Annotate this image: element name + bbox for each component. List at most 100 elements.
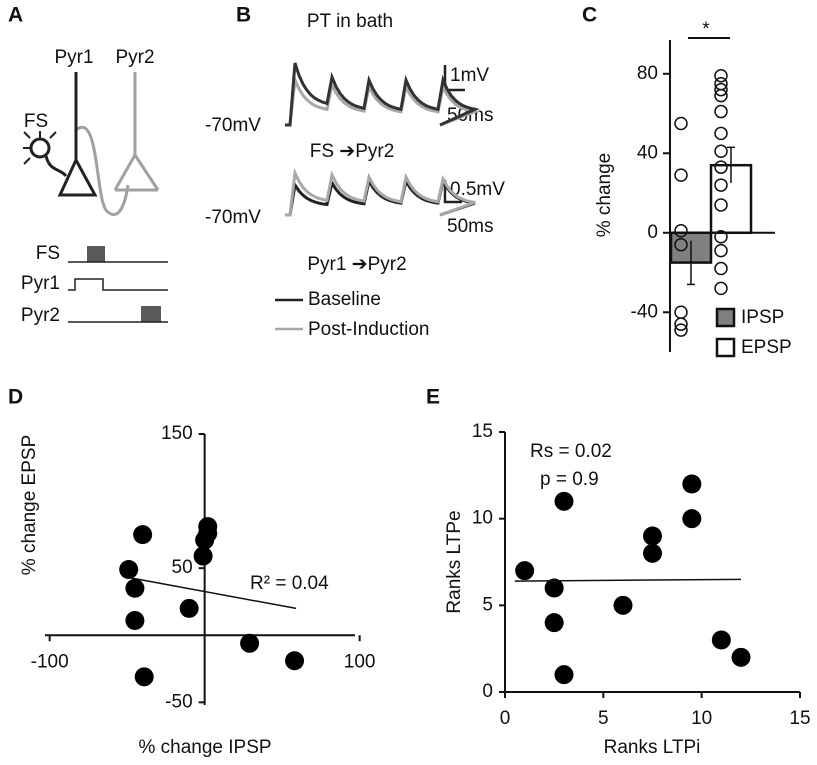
scale-label: 0.5mV bbox=[450, 179, 505, 200]
data-point bbox=[674, 168, 688, 182]
data-point bbox=[714, 88, 728, 103]
data-point bbox=[674, 224, 688, 238]
data-point bbox=[544, 613, 564, 633]
data-point bbox=[674, 317, 688, 331]
data-point bbox=[554, 665, 574, 685]
data-point bbox=[714, 229, 728, 244]
pathway-label: FS ➔Pyr2 bbox=[310, 141, 395, 162]
data-point bbox=[711, 630, 731, 650]
data-point bbox=[193, 546, 213, 566]
data-point bbox=[119, 560, 139, 579]
data-point bbox=[714, 160, 728, 174]
y-tick-label: -50 bbox=[165, 691, 192, 712]
cell-label: Pyr1 bbox=[54, 47, 93, 68]
legend-label: IPSP bbox=[741, 307, 784, 328]
y-tick-label: 50 bbox=[172, 557, 193, 578]
data-point bbox=[285, 651, 305, 671]
trace bbox=[285, 74, 481, 127]
annotation: R² = 0.04 bbox=[250, 573, 329, 594]
data-point bbox=[515, 561, 535, 581]
data-point bbox=[714, 126, 728, 141]
data-point bbox=[240, 633, 260, 653]
x-tick-label: 0 bbox=[500, 708, 511, 729]
data-point bbox=[674, 116, 688, 131]
y-tick-label: 80 bbox=[637, 63, 658, 84]
legend-swatch bbox=[715, 307, 736, 328]
data-point bbox=[125, 578, 145, 598]
y-tick-label: 10 bbox=[472, 508, 493, 529]
protocol-label: Pyr2 bbox=[21, 305, 60, 326]
cell-label: Pyr2 bbox=[115, 47, 154, 68]
traces bbox=[285, 62, 481, 217]
scale-label: 50ms bbox=[447, 105, 493, 126]
data-point bbox=[714, 243, 728, 258]
data-point bbox=[643, 543, 662, 563]
data-point bbox=[643, 526, 662, 546]
data-point bbox=[198, 523, 218, 543]
data-point bbox=[544, 578, 564, 598]
data-point bbox=[134, 667, 154, 687]
panel-label: D bbox=[8, 386, 23, 409]
data-point bbox=[714, 69, 728, 83]
y-tick-label: -40 bbox=[631, 301, 658, 322]
legend-label: Post-Induction bbox=[308, 319, 429, 340]
resting-potential: -70mV bbox=[205, 115, 261, 136]
y-tick-label: 5 bbox=[482, 594, 493, 615]
annotation: p = 0.9 bbox=[540, 469, 599, 490]
trace bbox=[285, 167, 476, 217]
x-axis-label: % change IPSP bbox=[138, 737, 271, 758]
data-point bbox=[714, 144, 728, 159]
data-point bbox=[714, 198, 728, 212]
panel-label: E bbox=[426, 386, 440, 409]
neuron-drawing bbox=[23, 72, 160, 216]
y-tick-label: 150 bbox=[161, 423, 193, 444]
resting-potential: -70mV bbox=[205, 207, 261, 228]
data-point bbox=[674, 323, 688, 337]
legend-label: Baseline bbox=[308, 289, 381, 310]
y-tick-label: 15 bbox=[472, 421, 493, 442]
y-tick-label: 40 bbox=[637, 142, 658, 163]
trendline bbox=[514, 578, 742, 582]
data-point bbox=[714, 178, 728, 192]
panel-label: A bbox=[8, 4, 23, 27]
data-point bbox=[714, 261, 728, 276]
pathway-label: Pyr1 ➔Pyr2 bbox=[307, 254, 406, 275]
x-tick-label: 5 bbox=[598, 708, 609, 729]
scale-label: 50ms bbox=[447, 216, 493, 237]
panel-title: PT in bath bbox=[307, 11, 393, 32]
y-axis-label: % change bbox=[594, 153, 615, 238]
y-axis-label: Ranks LTPe bbox=[444, 510, 465, 613]
x-tick-label: 10 bbox=[691, 708, 712, 729]
significance-label: * bbox=[702, 19, 710, 40]
x-axis-label: Ranks LTPi bbox=[604, 737, 701, 758]
y-tick-label: 0 bbox=[482, 681, 493, 702]
panel-label: B bbox=[236, 4, 251, 27]
cell-label: FS bbox=[24, 111, 48, 132]
legend-label: EPSP bbox=[741, 337, 792, 358]
data-point bbox=[179, 598, 199, 618]
data-point bbox=[682, 474, 702, 494]
data-point bbox=[714, 104, 728, 119]
data-point bbox=[133, 525, 153, 545]
x-tick-label: -100 bbox=[31, 651, 69, 672]
data-point bbox=[674, 237, 688, 252]
data-point bbox=[125, 610, 145, 630]
x-tick-label: 100 bbox=[344, 651, 376, 672]
annotation: Rs = 0.02 bbox=[530, 441, 612, 462]
data-point bbox=[731, 647, 751, 667]
y-tick-label: 0 bbox=[647, 222, 658, 243]
data-point bbox=[714, 82, 728, 97]
trendline bbox=[128, 576, 297, 610]
legend-swatch bbox=[715, 337, 736, 358]
data-point bbox=[714, 281, 728, 296]
scale-label: 1mV bbox=[450, 65, 489, 86]
data-point bbox=[554, 491, 574, 511]
trace bbox=[285, 62, 480, 127]
y-axis-label: % change EPSP bbox=[19, 435, 40, 575]
protocol-label: Pyr1 bbox=[21, 273, 60, 294]
data-point bbox=[613, 595, 633, 615]
protocol-label: FS bbox=[36, 243, 60, 264]
data-point bbox=[674, 305, 688, 320]
protocol-drawing bbox=[68, 246, 168, 323]
